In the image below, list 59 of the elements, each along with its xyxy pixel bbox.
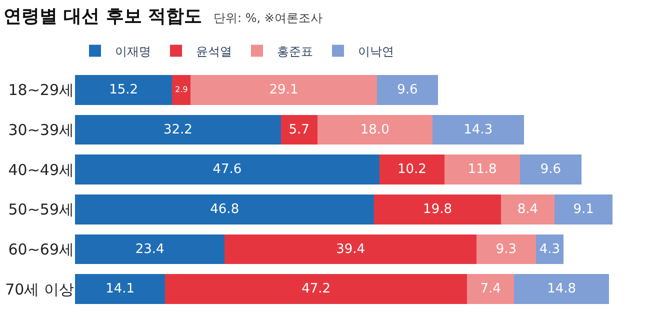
bar xyxy=(432,114,524,145)
bar xyxy=(172,74,191,105)
bar xyxy=(514,274,609,304)
legend-label: 이낙연 xyxy=(358,44,394,58)
bar xyxy=(75,114,281,145)
bar xyxy=(75,194,374,224)
bar xyxy=(190,74,377,105)
y-tick-label: 18~29세 xyxy=(8,81,74,100)
data-label: 47.2 xyxy=(302,282,331,297)
bar xyxy=(536,234,564,264)
data-label: 10.2 xyxy=(397,162,426,178)
legend-label: 홍준표 xyxy=(277,44,313,58)
legend-label: 윤석열 xyxy=(196,44,232,58)
data-label: 19.8 xyxy=(423,202,452,217)
data-label: 11.8 xyxy=(468,162,497,178)
chart-title: 연령별 대선 후보 적합도 xyxy=(3,6,202,28)
data-label: 8.4 xyxy=(517,202,538,217)
bar xyxy=(376,74,438,105)
data-label: 14.8 xyxy=(547,282,576,297)
bar xyxy=(75,234,225,264)
data-label: 9.3 xyxy=(496,242,517,257)
data-label: 14.1 xyxy=(106,282,135,297)
y-tick-label: 60~69세 xyxy=(8,240,74,258)
data-label: 29.1 xyxy=(269,82,298,98)
chart-subtitle: 단위: %, ※여론조사 xyxy=(214,11,322,26)
bar xyxy=(224,234,477,264)
bar xyxy=(554,194,613,224)
data-label: 46.8 xyxy=(210,202,240,217)
data-label: 15.2 xyxy=(109,82,138,98)
data-label: 32.2 xyxy=(163,122,192,138)
bar xyxy=(500,194,555,224)
data-label: 4.3 xyxy=(539,242,560,257)
bar xyxy=(476,234,536,264)
y-tick-label: 30~39세 xyxy=(8,121,74,139)
data-label: 18.0 xyxy=(360,122,390,138)
data-label: 7.4 xyxy=(480,282,501,297)
data-label: 9.1 xyxy=(573,202,594,217)
bar xyxy=(75,274,166,304)
bar xyxy=(280,114,318,145)
data-label: 14.3 xyxy=(464,122,493,138)
bar xyxy=(374,194,501,224)
bar xyxy=(466,274,514,304)
y-tick-label: 50~59세 xyxy=(8,200,74,219)
bar xyxy=(165,274,467,304)
y-tick-label: 40~49세 xyxy=(8,160,74,179)
y-tick-label: 70세 이상 xyxy=(5,280,74,298)
bar xyxy=(379,154,445,185)
bar xyxy=(317,114,432,145)
data-label: 39.4 xyxy=(336,242,366,257)
data-label: 5.7 xyxy=(288,122,310,138)
data-label: 47.6 xyxy=(212,162,242,178)
data-label: 9.6 xyxy=(540,162,562,178)
bar xyxy=(75,154,380,185)
bar xyxy=(444,154,520,185)
bar xyxy=(520,154,582,185)
bar xyxy=(75,74,172,105)
data-label: 9.6 xyxy=(397,82,418,98)
data-label: 23.4 xyxy=(135,242,164,257)
legend-label: 이재명 xyxy=(115,44,151,58)
